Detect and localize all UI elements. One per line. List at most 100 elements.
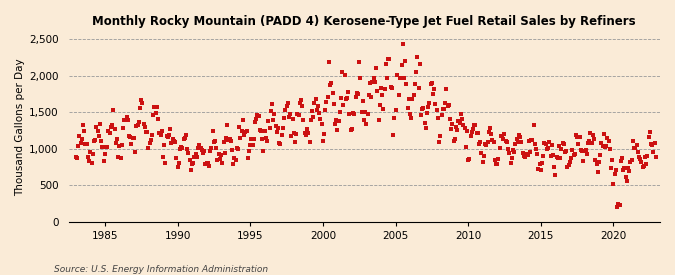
Point (394, 93, 404, 98)
Point (142, 130, 153, 134)
Point (634, 155, 645, 160)
Point (574, 135, 585, 139)
Point (190, 152, 201, 156)
Point (488, 140, 499, 144)
Point (261, 136, 271, 140)
Point (340, 97, 351, 101)
Point (581, 152, 592, 157)
Point (103, 129, 114, 133)
Point (82, 155, 93, 160)
Point (87, 152, 98, 156)
Point (414, 62, 425, 66)
Point (400, 58, 410, 63)
Point (246, 137, 256, 141)
Point (313, 104, 323, 109)
Point (648, 149, 659, 154)
Point (343, 90, 354, 95)
Point (607, 158, 618, 162)
Point (211, 146, 221, 150)
Point (207, 129, 218, 133)
Point (299, 131, 310, 135)
Point (97, 145, 108, 150)
Point (178, 137, 189, 141)
Point (410, 82, 421, 86)
Point (387, 86, 398, 90)
Point (201, 161, 212, 166)
Point (407, 97, 418, 102)
Point (270, 123, 281, 128)
Point (379, 87, 390, 91)
Point (512, 139, 523, 144)
Point (358, 118, 369, 123)
Point (395, 76, 406, 80)
Point (326, 80, 337, 85)
Point (240, 130, 250, 134)
Point (533, 167, 544, 171)
Point (349, 112, 360, 116)
Point (576, 149, 587, 153)
Point (549, 165, 560, 169)
Point (350, 95, 361, 99)
Point (242, 156, 253, 160)
Point (248, 137, 259, 141)
Point (124, 134, 134, 138)
Point (195, 146, 206, 151)
Point (369, 75, 379, 80)
Point (109, 127, 120, 132)
Point (610, 172, 620, 176)
Point (114, 144, 125, 148)
Point (140, 125, 151, 130)
Point (91, 125, 102, 130)
Point (433, 116, 443, 120)
Point (228, 161, 239, 166)
Point (439, 101, 450, 105)
Point (552, 156, 563, 160)
Point (138, 122, 149, 126)
Point (267, 101, 277, 106)
Point (300, 132, 311, 137)
Point (181, 132, 192, 137)
Point (86, 161, 97, 166)
Point (342, 95, 352, 100)
Point (416, 107, 427, 111)
Point (595, 152, 605, 157)
Point (294, 101, 305, 105)
Point (122, 118, 133, 123)
Point (128, 136, 138, 140)
Point (180, 136, 190, 140)
Point (153, 117, 163, 121)
Point (494, 146, 505, 151)
Point (569, 152, 580, 156)
Point (184, 158, 195, 162)
Point (317, 139, 328, 143)
Point (451, 125, 462, 129)
Point (427, 81, 437, 85)
Point (540, 142, 551, 147)
Point (265, 109, 276, 113)
Point (176, 145, 186, 149)
Point (263, 119, 274, 123)
Point (448, 139, 459, 144)
Point (331, 118, 342, 122)
Point (215, 157, 225, 161)
Point (375, 86, 386, 90)
Point (284, 115, 294, 119)
Point (253, 114, 264, 118)
Point (276, 133, 287, 138)
Point (396, 63, 407, 67)
Point (646, 142, 657, 146)
Point (579, 148, 590, 153)
Point (216, 153, 227, 157)
Point (200, 161, 211, 166)
Point (346, 127, 357, 131)
Point (297, 104, 308, 108)
Point (418, 106, 429, 110)
Point (643, 135, 654, 139)
Point (282, 101, 293, 106)
Point (431, 108, 442, 112)
Point (287, 116, 298, 121)
Point (398, 76, 409, 80)
Point (213, 152, 224, 156)
Point (79, 129, 90, 133)
Point (429, 87, 439, 91)
